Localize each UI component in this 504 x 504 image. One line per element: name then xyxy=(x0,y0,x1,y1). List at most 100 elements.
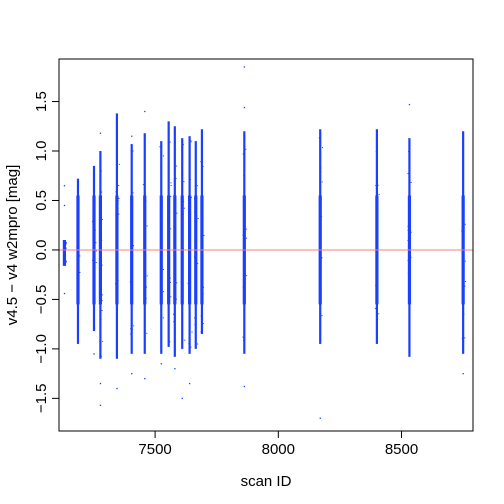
data-point xyxy=(77,281,79,283)
data-point xyxy=(170,296,172,298)
outlier-point xyxy=(189,382,191,385)
data-point xyxy=(175,298,177,300)
data-point xyxy=(160,228,162,230)
data-point xyxy=(194,211,196,213)
data-point xyxy=(131,328,133,330)
data-point xyxy=(79,271,81,273)
data-point xyxy=(65,243,67,245)
y-tick-label: −1.0 xyxy=(33,334,50,364)
data-point xyxy=(194,317,196,319)
data-point xyxy=(65,242,67,244)
data-point xyxy=(191,331,193,333)
data-point xyxy=(173,180,175,182)
data-point xyxy=(410,231,412,233)
data-point xyxy=(142,184,144,186)
data-point xyxy=(181,299,183,301)
data-point xyxy=(65,261,67,263)
data-point xyxy=(202,323,204,325)
x-tick-label: 7500 xyxy=(138,441,171,458)
data-point xyxy=(160,344,162,346)
data-point xyxy=(242,286,244,288)
data-point xyxy=(245,228,247,230)
data-point xyxy=(181,178,183,180)
data-point xyxy=(133,245,135,247)
data-point xyxy=(160,165,162,167)
data-point xyxy=(378,313,380,315)
data-point xyxy=(118,197,120,199)
data-point xyxy=(144,305,146,307)
data-point xyxy=(130,328,132,330)
y-tick-label: −1.5 xyxy=(33,384,50,414)
y-axis: −1.5 −1.0 −0.5 0.0 0.5 1.0 1.5 xyxy=(33,91,59,413)
data-point xyxy=(187,282,189,284)
data-point xyxy=(200,277,202,279)
data-point xyxy=(190,141,192,143)
data-point xyxy=(376,180,378,182)
data-point xyxy=(182,225,184,227)
data-point xyxy=(376,189,378,191)
data-point xyxy=(409,147,411,149)
data-point xyxy=(130,333,132,335)
data-point xyxy=(143,304,145,306)
data-point xyxy=(63,246,65,248)
data-point xyxy=(145,297,147,299)
data-point xyxy=(100,151,102,153)
data-point xyxy=(95,242,97,244)
data-point xyxy=(161,205,163,207)
data-point xyxy=(92,262,94,264)
data-point xyxy=(181,185,183,187)
outlier-point xyxy=(160,363,162,365)
data-point xyxy=(176,282,178,284)
data-point xyxy=(190,139,192,141)
data-point xyxy=(375,184,377,186)
data-point xyxy=(167,166,169,168)
data-point xyxy=(461,338,463,340)
data-point xyxy=(244,259,246,261)
data-point xyxy=(63,248,65,250)
data-point xyxy=(320,137,322,139)
data-point xyxy=(246,237,248,239)
data-point xyxy=(132,192,134,194)
data-point xyxy=(463,313,465,315)
data-point xyxy=(183,201,185,203)
data-point xyxy=(462,165,464,167)
data-point xyxy=(176,165,178,167)
data-point xyxy=(180,281,182,283)
data-point xyxy=(242,234,244,236)
outlier-point xyxy=(131,373,133,375)
outlier-point xyxy=(99,382,102,385)
data-point xyxy=(462,282,464,284)
outlier-point xyxy=(63,292,66,295)
data-point xyxy=(322,147,324,149)
data-point xyxy=(408,278,410,280)
data-point xyxy=(182,237,184,239)
data-point xyxy=(319,260,321,262)
data-point xyxy=(410,256,412,258)
data-point xyxy=(196,226,198,228)
data-point xyxy=(117,280,119,282)
data-point xyxy=(407,272,409,274)
outlier-point xyxy=(131,135,133,137)
outlier-point xyxy=(243,385,246,388)
data-point xyxy=(169,341,171,343)
data-point xyxy=(94,327,96,329)
data-point xyxy=(377,184,379,186)
data-point xyxy=(200,161,202,163)
data-point xyxy=(92,289,94,291)
data-point xyxy=(162,317,164,319)
data-point xyxy=(77,229,79,231)
data-point xyxy=(132,150,134,152)
data-point xyxy=(118,213,120,215)
data-point xyxy=(101,294,103,296)
data-point xyxy=(173,225,175,227)
data-point xyxy=(63,258,65,260)
outlier-point xyxy=(243,106,246,109)
data-point xyxy=(101,300,103,302)
data-point xyxy=(376,138,378,140)
data-point xyxy=(318,137,320,139)
data-point xyxy=(117,200,119,202)
data-point xyxy=(462,151,464,153)
y-axis-label: v4.5 − v4 w2mpro [mag] xyxy=(4,165,21,326)
data-point xyxy=(160,223,162,225)
data-point xyxy=(175,241,177,243)
